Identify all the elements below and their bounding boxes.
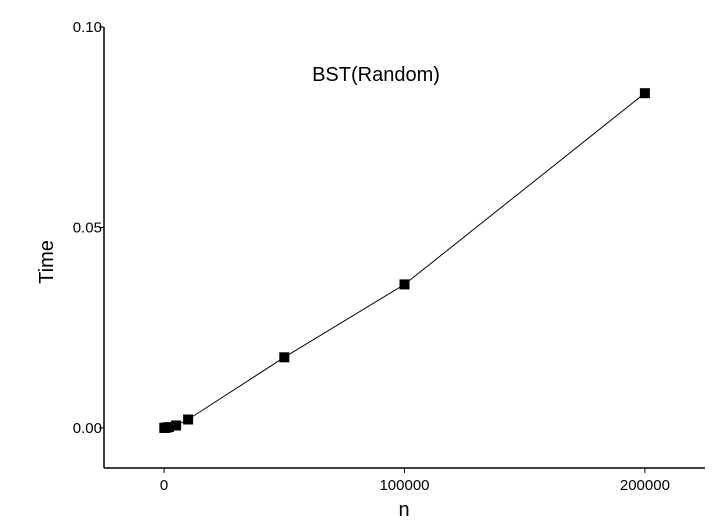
markers	[159, 88, 650, 433]
data-point-marker	[183, 414, 194, 425]
data-point-marker	[399, 279, 410, 290]
data-point-marker	[171, 420, 182, 431]
y-axis-title: Time	[36, 240, 58, 284]
chart-title: BST(Random)	[312, 64, 440, 86]
ticks: 0 100000 200000 0.00 0.05 0.10	[73, 19, 670, 494]
axes	[103, 27, 705, 469]
x-tick-label: 200000	[620, 477, 670, 494]
y-tick-label: 0.05	[73, 219, 102, 236]
x-tick-label: 0	[160, 477, 168, 494]
series-line-group	[164, 92, 646, 429]
data-point-marker	[279, 352, 290, 363]
x-tick-label: 100000	[379, 477, 429, 494]
x-axis-title: n	[398, 499, 409, 521]
y-tick-label: 0.10	[73, 19, 102, 36]
y-tick-label: 0.00	[73, 420, 102, 437]
data-point-marker	[639, 88, 650, 99]
data-point-marker	[163, 422, 174, 433]
series-line	[164, 92, 646, 429]
